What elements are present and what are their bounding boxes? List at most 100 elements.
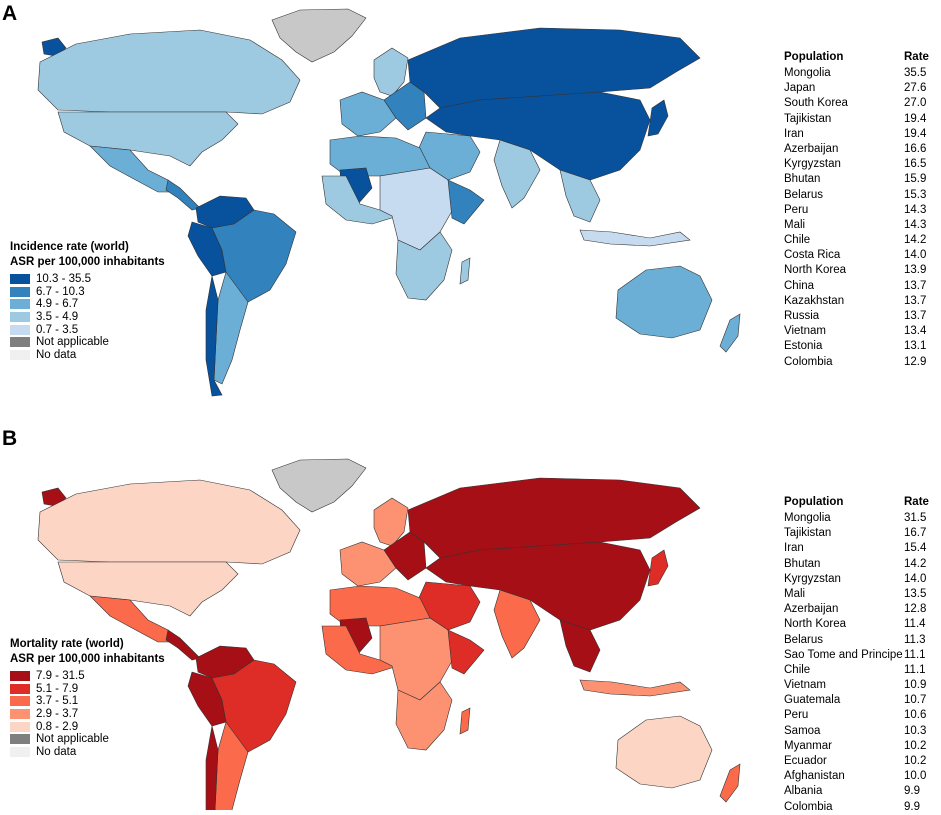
region-australia: [615, 715, 713, 789]
row-rate: 27.0: [904, 97, 927, 110]
row-population: Belarus: [784, 188, 823, 201]
table-row: Estonia 13.1: [784, 339, 936, 354]
row-rate: 11.1: [904, 648, 926, 661]
row-rate: 14.0: [904, 572, 927, 585]
region-central-east-asia: [425, 541, 651, 631]
row-population: Mongolia: [784, 512, 831, 524]
region-central-africa: [379, 617, 457, 701]
legend-label: No data: [36, 745, 77, 758]
row-population: Belarus: [784, 633, 823, 646]
table-row: Myanmar 10.2: [784, 739, 936, 754]
row-rate: 31.5: [904, 512, 927, 524]
row-rate: 13.7: [904, 310, 927, 322]
row-population: Vietnam: [784, 325, 826, 338]
row-population: Iran: [784, 127, 804, 140]
region-europe-west: [339, 91, 397, 137]
region-india: [493, 589, 541, 659]
legend-swatch: [10, 286, 30, 297]
table-row: Afghanistan 10.0: [784, 769, 936, 784]
row-population: Japan: [784, 82, 816, 95]
header-population: Population: [784, 496, 844, 508]
region-central-east-asia: [425, 91, 651, 181]
region-brazil: [211, 209, 297, 303]
table-row: Belarus 11.3: [784, 633, 936, 648]
header-rate: Rate: [904, 496, 929, 508]
legend-label: 5.1 - 7.9: [36, 682, 79, 695]
row-population: Bhutan: [784, 557, 821, 570]
table-row: North Korea 13.9: [784, 263, 936, 278]
header-rate: Rate: [904, 51, 929, 63]
table-row: Bhutan 15.9: [784, 172, 936, 187]
row-population: Albania: [784, 785, 823, 798]
header-population: Population: [784, 51, 844, 63]
incidence-world-map: [37, 8, 741, 397]
row-rate: 13.5: [904, 587, 927, 600]
legend-item: 4.9 - 6.7: [10, 298, 165, 311]
region-russia: [407, 477, 701, 559]
table-row: Azerbaijan 12.8: [784, 602, 936, 617]
legend-swatch: [10, 349, 30, 360]
row-population: Vietnam: [784, 679, 826, 692]
region-chile: [205, 275, 223, 397]
legend-label: 7.9 - 31.5: [36, 670, 85, 683]
legend-title: Incidence rate (world) ASR per 100,000 i…: [10, 240, 165, 270]
row-rate: 13.4: [904, 325, 927, 338]
legend-swatch: [10, 721, 30, 732]
table-rows: Mongolia 31.5 Tajikistan 16.7 Iran 15.4 Bhutan…: [784, 511, 936, 815]
row-population: Peru: [784, 203, 809, 216]
legend-item: 6.7 - 10.3: [10, 286, 165, 299]
legend-swatch: [10, 299, 30, 310]
row-rate: 11.4: [904, 618, 926, 631]
row-rate: 14.2: [904, 557, 927, 570]
table-row: Albania 9.9: [784, 784, 936, 799]
region-horn-africa: [447, 629, 485, 675]
row-rate: 16.5: [904, 158, 927, 171]
table-row: Chile 11.1: [784, 663, 936, 678]
row-population: Mali: [784, 587, 806, 600]
legend-label: 3.7 - 5.1: [36, 695, 79, 708]
region-southern-africa: [395, 231, 453, 301]
legend-swatch: [10, 337, 30, 348]
table-row: Peru 10.6: [784, 708, 936, 723]
row-rate: 19.4: [904, 127, 927, 140]
legend-swatch: [10, 324, 30, 335]
row-rate: 14.2: [904, 234, 927, 247]
table-header: Population Rate: [784, 496, 936, 511]
table-row: Mongolia 35.5: [784, 66, 936, 81]
row-population: Samoa: [784, 724, 821, 737]
legend-label: 2.9 - 3.7: [36, 708, 79, 721]
legend-label: 6.7 - 10.3: [36, 285, 85, 298]
legend-swatch: [10, 709, 30, 720]
legend-item: 10.3 - 35.5: [10, 273, 165, 286]
row-population: Chile: [784, 663, 811, 676]
table-row: Vietnam 13.4: [784, 324, 936, 339]
row-population: Chile: [784, 234, 811, 247]
row-population: Sao Tome and Principe: [784, 648, 903, 661]
row-rate: 27.6: [904, 82, 927, 95]
legend-item: 3.7 - 5.1: [10, 695, 165, 708]
legend-swatch: [10, 274, 30, 285]
table-row: North Korea 11.4: [784, 617, 936, 632]
row-rate: 15.9: [904, 173, 927, 186]
region-madagascar: [459, 257, 471, 285]
table-row: Vietnam 10.9: [784, 678, 936, 693]
region-canada: [37, 479, 301, 565]
row-rate: 14.0: [904, 249, 927, 262]
region-madagascar: [459, 707, 471, 735]
region-europe-west: [339, 541, 397, 587]
legend-swatch: [10, 683, 30, 694]
table-row: Costa Rica 14.0: [784, 248, 936, 263]
table-row: Russia 13.7: [784, 309, 936, 324]
region-scandinavia: [373, 497, 409, 547]
row-rate: 13.7: [904, 279, 927, 292]
legend-label: No data: [36, 348, 77, 361]
region-russia: [407, 27, 701, 109]
legend-label: 4.9 - 6.7: [36, 298, 79, 311]
row-population: Mali: [784, 218, 806, 231]
row-rate: 10.3: [904, 724, 927, 737]
table-row: Samoa 10.3: [784, 724, 936, 739]
row-population: Myanmar: [784, 739, 832, 752]
row-population: Afghanistan: [784, 770, 845, 783]
table-row: Bhutan 14.2: [784, 557, 936, 572]
row-population: Colombia: [784, 355, 833, 368]
